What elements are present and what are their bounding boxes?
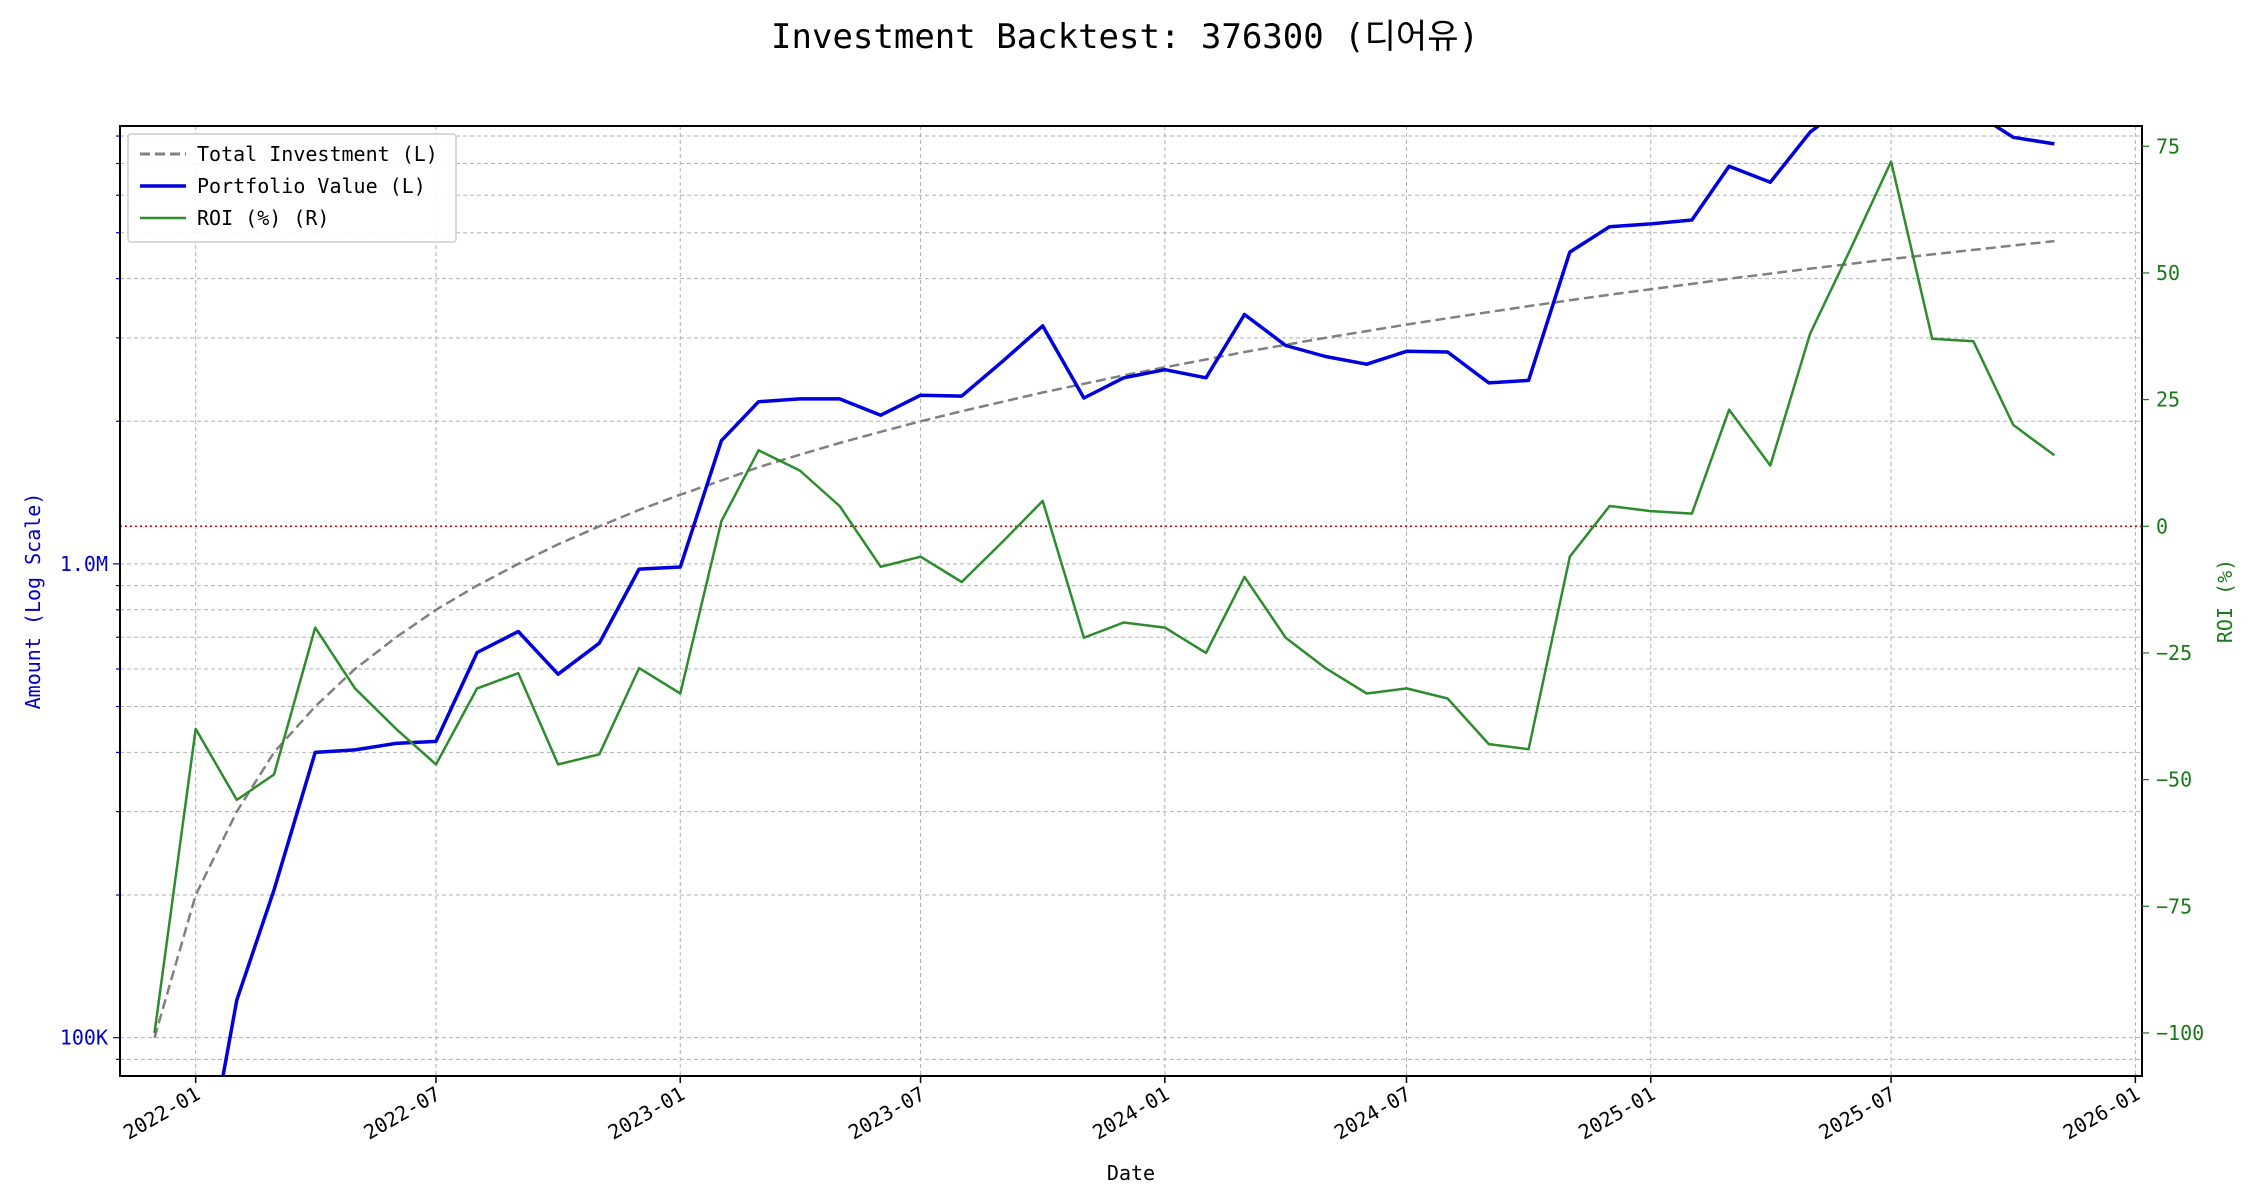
x-axis-label: Date [1107, 1161, 1155, 1185]
right-tick-label: −100 [2156, 1021, 2204, 1045]
left-tick-label: 1.0M [60, 552, 108, 576]
legend-box [127, 133, 457, 243]
right-tick-label: −25 [2156, 641, 2192, 665]
right-tick-label: 75 [2156, 134, 2180, 158]
series-layer [153, 126, 2056, 1076]
right-tick-label: 50 [2156, 261, 2180, 285]
series-portfolio-value [221, 126, 2055, 1076]
right-tick-label: 0 [2156, 514, 2168, 538]
left-axis-label: Amount (Log Scale) [21, 493, 45, 710]
right-tick-label: 25 [2156, 388, 2180, 412]
legend-label-total-investment: Total Investment (L) [197, 142, 438, 166]
series-roi [153, 160, 2056, 1034]
right-tick-label: −50 [2156, 768, 2192, 792]
right-axis-label: ROI (%) [2213, 559, 2237, 643]
left-tick-label: 100K [60, 1026, 108, 1050]
legend: Total Investment (L) Portfolio Value (L)… [127, 133, 457, 243]
legend-label-roi: ROI (%) (R) [197, 206, 329, 230]
grid-layer [120, 126, 2142, 1076]
series-total-investment [153, 239, 2055, 1039]
right-tick-label: −75 [2156, 894, 2192, 918]
chart-title: Investment Backtest: 376300 (디어유) [771, 17, 1479, 57]
legend-label-portfolio-value: Portfolio Value (L) [197, 174, 426, 198]
plot-frame [119, 125, 2143, 1077]
